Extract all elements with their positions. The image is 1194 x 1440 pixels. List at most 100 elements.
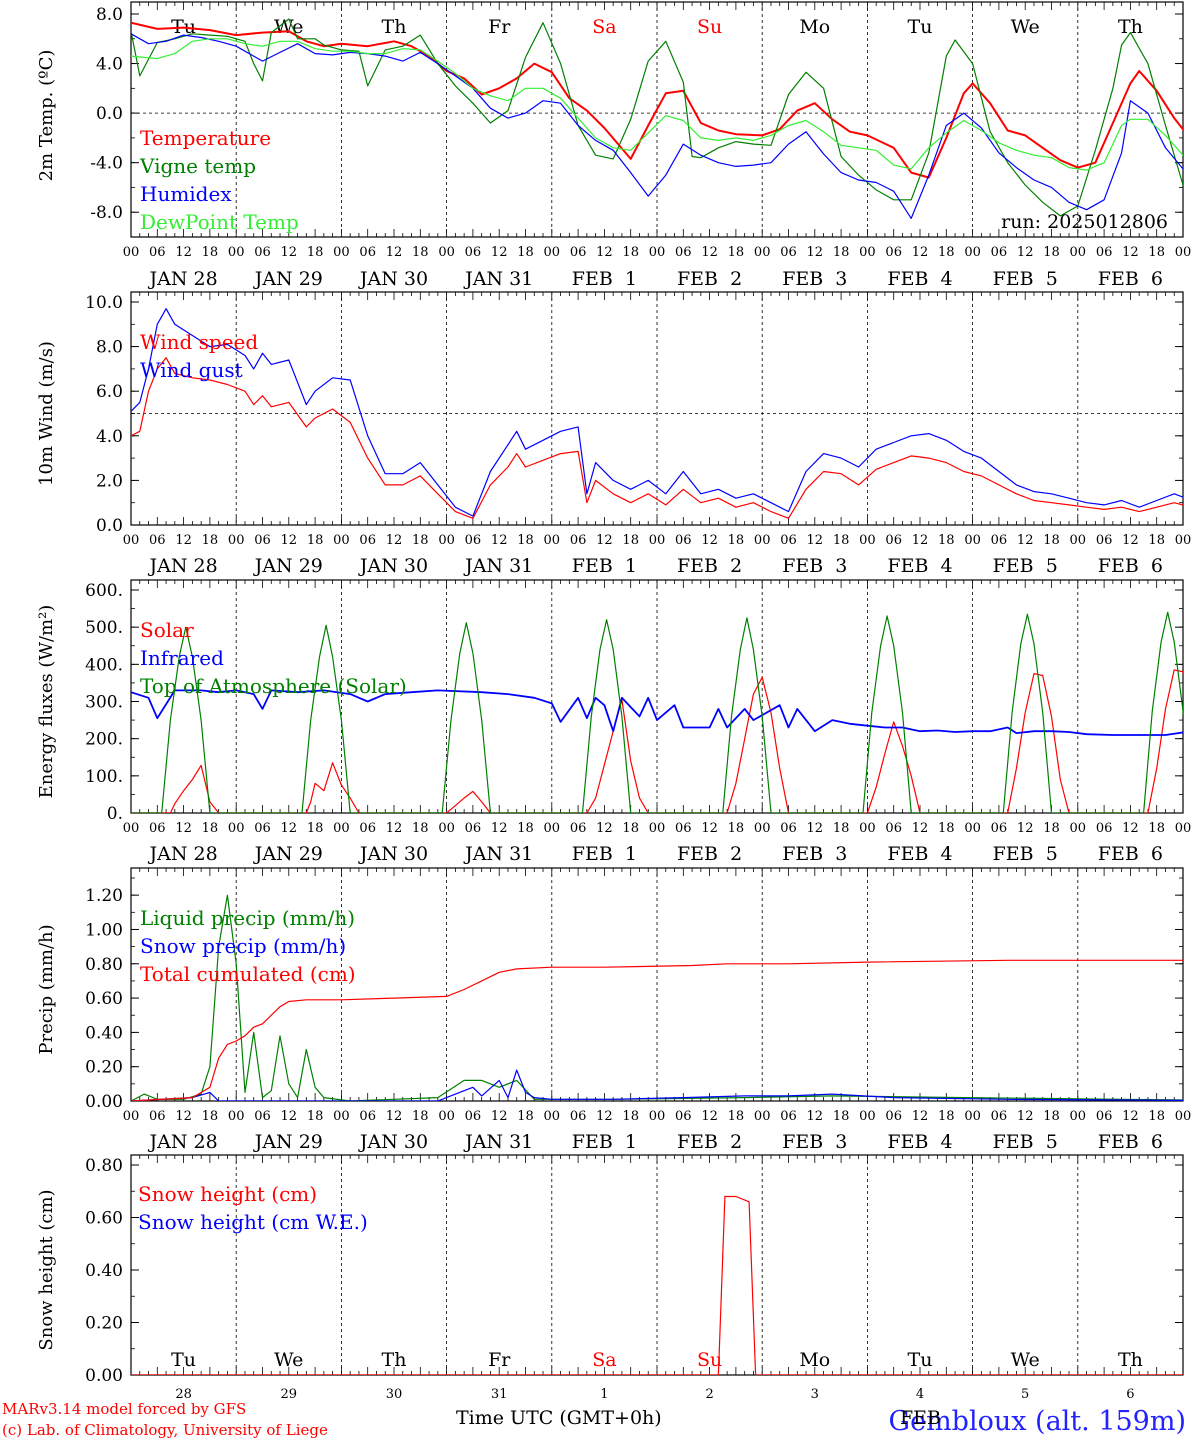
weekday-label: Tu <box>908 1349 933 1371</box>
hour-tick-label: 12 <box>1017 1109 1034 1124</box>
energy-series-infrared <box>131 689 1183 736</box>
hour-tick-label: 18 <box>412 1109 429 1124</box>
hour-tick-label: 12 <box>386 245 403 260</box>
hour-tick-label: 18 <box>517 821 534 836</box>
day-label: JAN 30 <box>358 1131 428 1153</box>
y-tick-label: 0.80 <box>85 1156 123 1176</box>
weekday-label: We <box>274 1349 303 1371</box>
weekday-label: Tu <box>908 16 933 38</box>
hour-tick-label: 00 <box>964 1109 981 1124</box>
hour-tick-label: 12 <box>175 821 192 836</box>
y-tick-label: 0.0 <box>96 104 123 124</box>
y-tick-label: 600. <box>85 581 123 601</box>
hour-tick-label: 00 <box>123 245 140 260</box>
hour-tick-label: 18 <box>307 821 324 836</box>
precip-series-snow-precip-mm-h- <box>131 1069 1183 1101</box>
hour-tick-label: 00 <box>754 533 771 548</box>
precip-panel: 0.00 0.20 0.40 0.60 0.80 1.00 1.20 Precip (mm/h… <box>36 867 1191 1153</box>
precip-y-axis-label: Precip (mm/h) <box>36 924 57 1054</box>
day-label: JAN 30 <box>358 268 428 290</box>
hour-tick-label: 00 <box>1175 533 1192 548</box>
hour-tick-label: 18 <box>622 821 639 836</box>
hour-tick-label: 12 <box>701 533 718 548</box>
day-label: FEB 2 <box>677 1131 742 1153</box>
y-tick-label: 8.0 <box>96 5 123 25</box>
hour-tick-label: 00 <box>859 245 876 260</box>
day-label: FEB 1 <box>572 843 637 865</box>
legend-entry: DewPoint Temp <box>140 210 299 234</box>
day-label: FEB 1 <box>572 555 637 577</box>
day-label: JAN 28 <box>148 1131 218 1153</box>
hour-tick-label: 12 <box>596 533 613 548</box>
hour-tick-label: 06 <box>359 533 376 548</box>
hour-tick-label: 06 <box>149 533 166 548</box>
hour-tick-label: 12 <box>175 533 192 548</box>
hour-tick-label: 18 <box>622 533 639 548</box>
hour-tick-label: 00 <box>228 1109 245 1124</box>
snow-y-axis-label: Snow height (cm) <box>36 1189 57 1350</box>
y-tick-label: 0.40 <box>85 1023 123 1043</box>
y-tick-label: 2.0 <box>96 471 123 491</box>
hour-tick-label: 12 <box>1017 245 1034 260</box>
hour-tick-label: 12 <box>701 245 718 260</box>
legend-entry: Snow height (cm W.E.) <box>138 1210 368 1234</box>
hour-tick-label: 12 <box>1122 533 1139 548</box>
energy-series-top-of-atmosphere-solar- <box>131 611 1183 813</box>
bottom-day-number: 3 <box>811 1387 819 1402</box>
precip-series-total-cumulated-cm- <box>131 959 1183 1101</box>
hour-tick-label: 00 <box>438 245 455 260</box>
hour-tick-label: 06 <box>1096 245 1113 260</box>
day-label: FEB 5 <box>993 843 1058 865</box>
bottom-day-number: 28 <box>175 1387 192 1402</box>
day-label: JAN 29 <box>253 1131 323 1153</box>
hour-tick-label: 06 <box>254 245 271 260</box>
hour-tick-label: 06 <box>885 1109 902 1124</box>
day-label: FEB 4 <box>887 1131 952 1153</box>
hour-tick-label: 12 <box>807 533 824 548</box>
hour-tick-label: 00 <box>544 1109 561 1124</box>
hour-tick-label: 18 <box>1043 821 1060 836</box>
hour-tick-label: 06 <box>991 533 1008 548</box>
bottom-day-number: 1 <box>600 1387 608 1402</box>
hour-tick-label: 06 <box>465 245 482 260</box>
hour-tick-label: 00 <box>859 1109 876 1124</box>
hour-tick-label: 18 <box>938 821 955 836</box>
hour-tick-label: 00 <box>1175 245 1192 260</box>
hour-tick-label: 06 <box>359 821 376 836</box>
hour-tick-label: 12 <box>386 1109 403 1124</box>
hour-tick-label: 12 <box>912 533 929 548</box>
day-label: FEB 5 <box>993 268 1058 290</box>
legend-entry: Snow height (cm) <box>138 1182 317 1206</box>
hour-tick-label: 18 <box>202 1109 219 1124</box>
weekday-label: Th <box>1118 16 1143 38</box>
day-label: FEB 3 <box>782 843 847 865</box>
weekday-label: Fr <box>488 1349 511 1371</box>
hour-tick-label: 06 <box>1096 533 1113 548</box>
hour-tick-label: 18 <box>1148 245 1165 260</box>
day-label: FEB 6 <box>1098 843 1163 865</box>
hour-tick-label: 12 <box>1122 245 1139 260</box>
energy-y-axis-label: Energy fluxes (W/m²) <box>36 605 57 799</box>
y-tick-label: -4.0 <box>90 154 123 174</box>
hour-tick-label: 12 <box>596 1109 613 1124</box>
hour-tick-label: 18 <box>833 1109 850 1124</box>
y-tick-label: 1.20 <box>85 886 123 906</box>
hour-tick-label: 18 <box>938 533 955 548</box>
hour-tick-label: 00 <box>649 821 666 836</box>
hour-tick-label: 18 <box>833 821 850 836</box>
y-tick-label: 0.60 <box>85 1209 123 1229</box>
hour-tick-label: 12 <box>1122 821 1139 836</box>
day-label: JAN 29 <box>253 843 323 865</box>
legend-entry: Top of Atmosphere (Solar) <box>140 674 407 698</box>
model-credit: MARv3.14 model forced by GFS <box>2 1400 246 1418</box>
hour-tick-label: 12 <box>912 1109 929 1124</box>
day-label: FEB 2 <box>677 555 742 577</box>
day-label: JAN 28 <box>148 843 218 865</box>
hour-tick-label: 00 <box>333 245 350 260</box>
hour-tick-label: 00 <box>964 533 981 548</box>
hour-tick-label: 06 <box>359 1109 376 1124</box>
hour-tick-label: 06 <box>570 533 587 548</box>
hour-tick-label: 12 <box>281 1109 298 1124</box>
y-tick-label: 0.60 <box>85 989 123 1009</box>
hour-tick-label: 00 <box>438 821 455 836</box>
